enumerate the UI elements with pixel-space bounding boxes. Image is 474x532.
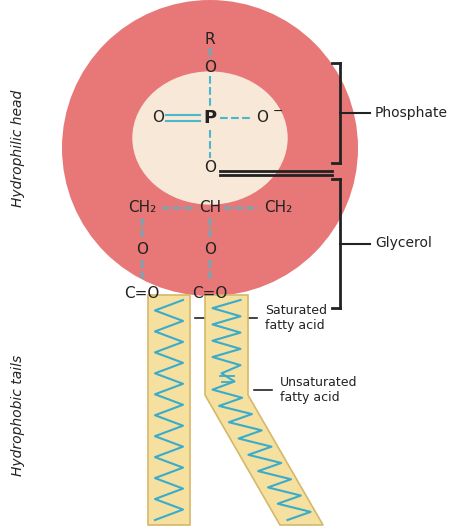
Text: O: O [256, 111, 268, 126]
Text: C=O: C=O [124, 287, 160, 302]
Polygon shape [205, 295, 323, 525]
Text: O: O [152, 111, 164, 126]
Text: R: R [205, 32, 215, 47]
Text: Hydrophilic head: Hydrophilic head [11, 89, 25, 206]
Text: Phosphate: Phosphate [375, 106, 448, 120]
Text: C=O: C=O [192, 287, 228, 302]
Ellipse shape [62, 0, 358, 296]
Text: CH₂: CH₂ [128, 201, 156, 215]
Text: O: O [136, 243, 148, 257]
Text: O: O [204, 243, 216, 257]
Text: CH₂: CH₂ [264, 201, 292, 215]
Text: Hydrophobic tails: Hydrophobic tails [11, 354, 25, 476]
Text: Unsaturated
fatty acid: Unsaturated fatty acid [280, 376, 357, 404]
Text: CH: CH [199, 201, 221, 215]
Text: O: O [204, 61, 216, 76]
Ellipse shape [132, 71, 288, 205]
Text: O: O [204, 161, 216, 176]
Polygon shape [148, 295, 190, 525]
Text: P: P [203, 109, 217, 127]
Text: Glycerol: Glycerol [375, 237, 432, 251]
Text: −: − [273, 104, 283, 118]
Text: Saturated
fatty acid: Saturated fatty acid [265, 304, 327, 332]
